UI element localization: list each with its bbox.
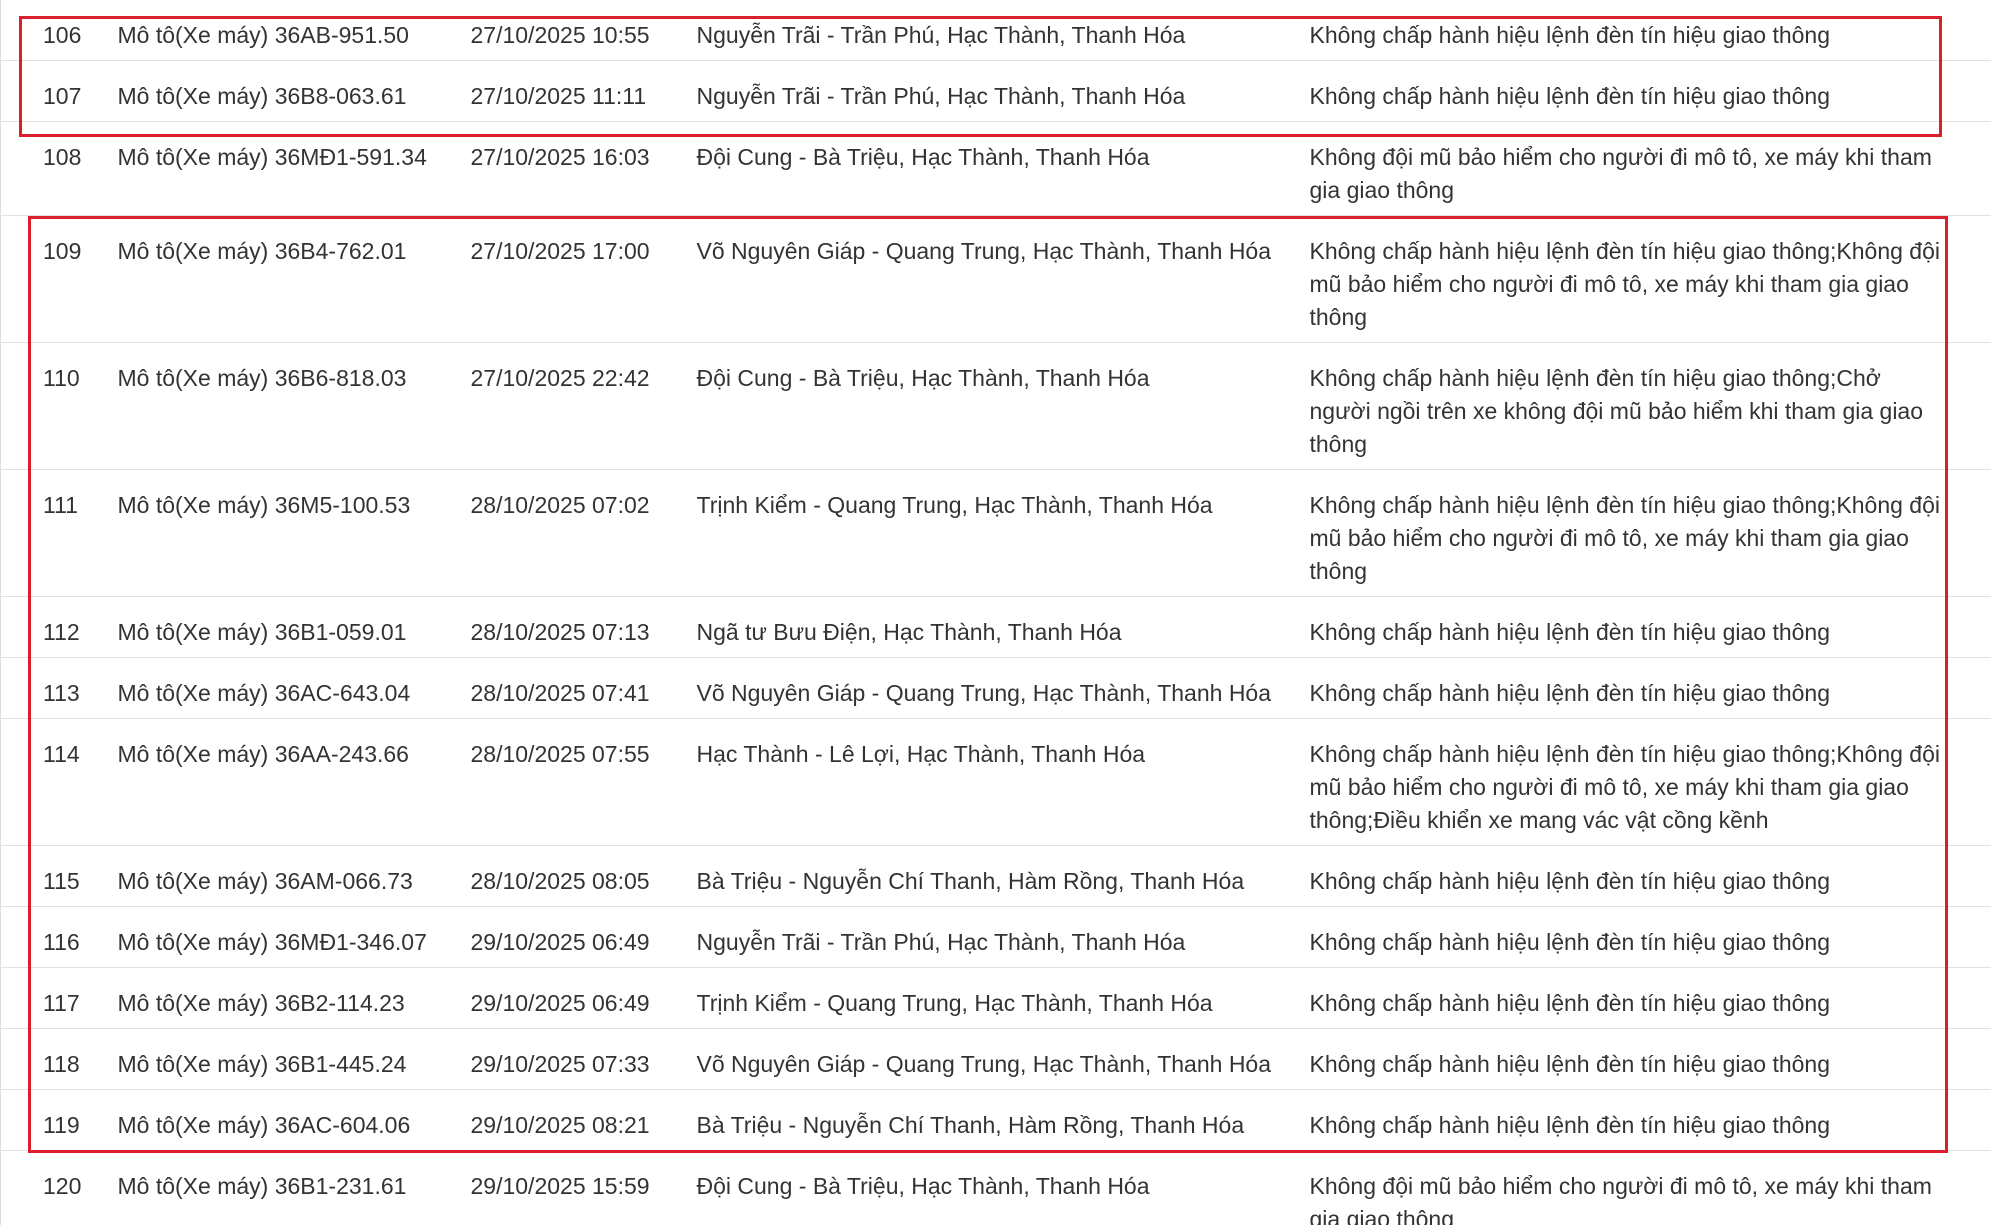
- vehicle: Mô tô(Xe máy) 36B2-114.23: [117, 967, 471, 1029]
- time: 28/10/2025 08:05: [470, 845, 697, 907]
- row-number: 109: [0, 215, 118, 343]
- time: 27/10/2025 16:03: [470, 121, 697, 216]
- row-number: 116: [0, 906, 118, 968]
- location: Trịnh Kiểm - Quang Trung, Hạc Thành, Tha…: [696, 967, 1310, 1029]
- row-number: 110: [0, 342, 118, 470]
- table-row: 112 Mô tô(Xe máy) 36B1-059.01 28/10/2025 0…: [0, 596, 1991, 658]
- location: Nguyễn Trãi - Trần Phú, Hạc Thành, Thanh…: [696, 0, 1310, 61]
- time: 28/10/2025 07:02: [470, 469, 697, 597]
- violation: Không chấp hành hiệu lệnh đèn tín hiệu g…: [1309, 718, 1991, 846]
- vehicle: Mô tô(Xe máy) 36MĐ1-346.07: [117, 906, 471, 968]
- location: Nguyễn Trãi - Trần Phú, Hạc Thành, Thanh…: [696, 906, 1310, 968]
- time: 27/10/2025 22:42: [470, 342, 697, 470]
- row-number: 120: [0, 1150, 118, 1225]
- table-row: 110 Mô tô(Xe máy) 36B6-818.03 27/10/2025 2…: [0, 342, 1991, 470]
- location: Bà Triệu - Nguyễn Chí Thanh, Hàm Rồng, T…: [696, 845, 1310, 907]
- table-row: 114 Mô tô(Xe máy) 36AA-243.66 28/10/2025 0…: [0, 718, 1991, 846]
- location: Ngã tư Bưu Điện, Hạc Thành, Thanh Hóa: [696, 596, 1310, 658]
- table-row: 115 Mô tô(Xe máy) 36AM-066.73 28/10/2025 0…: [0, 845, 1991, 907]
- violation: Không chấp hành hiệu lệnh đèn tín hiệu g…: [1309, 0, 1991, 61]
- violation: Không chấp hành hiệu lệnh đèn tín hiệu g…: [1309, 342, 1991, 470]
- vehicle: Mô tô(Xe máy) 36AC-604.06: [117, 1089, 471, 1151]
- table-row: 108 Mô tô(Xe máy) 36MĐ1-591.34 27/10/2025 …: [0, 121, 1991, 216]
- violation: Không chấp hành hiệu lệnh đèn tín hiệu g…: [1309, 1028, 1991, 1090]
- vehicle: Mô tô(Xe máy) 36B6-818.03: [117, 342, 471, 470]
- violation: Không chấp hành hiệu lệnh đèn tín hiệu g…: [1309, 60, 1991, 122]
- table-row: 116 Mô tô(Xe máy) 36MĐ1-346.07 29/10/2025 …: [0, 906, 1991, 968]
- time: 29/10/2025 07:33: [470, 1028, 697, 1090]
- vehicle: Mô tô(Xe máy) 36AB-951.50: [117, 0, 471, 61]
- violation: Không chấp hành hiệu lệnh đèn tín hiệu g…: [1309, 469, 1991, 597]
- time: 27/10/2025 10:55: [470, 0, 697, 61]
- location: Võ Nguyên Giáp - Quang Trung, Hạc Thành,…: [696, 1028, 1310, 1090]
- location: Bà Triệu - Nguyễn Chí Thanh, Hàm Rồng, T…: [696, 1089, 1310, 1151]
- table-row: 111 Mô tô(Xe máy) 36M5-100.53 28/10/2025 0…: [0, 469, 1991, 597]
- violation: Không chấp hành hiệu lệnh đèn tín hiệu g…: [1309, 845, 1991, 907]
- vehicle: Mô tô(Xe máy) 36AA-243.66: [117, 718, 471, 846]
- table-row: 117 Mô tô(Xe máy) 36B2-114.23 29/10/2025 0…: [0, 967, 1991, 1029]
- time: 29/10/2025 15:59: [470, 1150, 697, 1225]
- violation: Không chấp hành hiệu lệnh đèn tín hiệu g…: [1309, 1089, 1991, 1151]
- violation: Không chấp hành hiệu lệnh đèn tín hiệu g…: [1309, 215, 1991, 343]
- table-row: 118 Mô tô(Xe máy) 36B1-445.24 29/10/2025 0…: [0, 1028, 1991, 1090]
- violation: Không đội mũ bảo hiểm cho người đi mô tô…: [1309, 121, 1991, 216]
- row-number: 118: [0, 1028, 118, 1090]
- row-number: 114: [0, 718, 118, 846]
- vehicle: Mô tô(Xe máy) 36B8-063.61: [117, 60, 471, 122]
- table-row: 106 Mô tô(Xe máy) 36AB-951.50 27/10/2025 1…: [0, 0, 1991, 61]
- table-row: 113 Mô tô(Xe máy) 36AC-643.04 28/10/2025 0…: [0, 657, 1991, 719]
- vehicle: Mô tô(Xe máy) 36B4-762.01: [117, 215, 471, 343]
- time: 27/10/2025 17:00: [470, 215, 697, 343]
- row-number: 115: [0, 845, 118, 907]
- table-row: 109 Mô tô(Xe máy) 36B4-762.01 27/10/2025 1…: [0, 215, 1991, 343]
- violation: Không chấp hành hiệu lệnh đèn tín hiệu g…: [1309, 906, 1991, 968]
- table-row: 107 Mô tô(Xe máy) 36B8-063.61 27/10/2025 1…: [0, 60, 1991, 122]
- table-row: 120 Mô tô(Xe máy) 36B1-231.61 29/10/2025 1…: [0, 1150, 1991, 1225]
- vehicle: Mô tô(Xe máy) 36B1-445.24: [117, 1028, 471, 1090]
- violation: Không chấp hành hiệu lệnh đèn tín hiệu g…: [1309, 967, 1991, 1029]
- table-row: 119 Mô tô(Xe máy) 36AC-604.06 29/10/2025 0…: [0, 1089, 1991, 1151]
- vehicle: Mô tô(Xe máy) 36M5-100.53: [117, 469, 471, 597]
- highlight-box: [28, 215, 1948, 1153]
- location: Võ Nguyên Giáp - Quang Trung, Hạc Thành,…: [696, 215, 1310, 343]
- vehicle: Mô tô(Xe máy) 36B1-231.61: [117, 1150, 471, 1225]
- row-number: 112: [0, 596, 118, 658]
- highlight-box: [19, 16, 1942, 137]
- row-number: 117: [0, 967, 118, 1029]
- vehicle: Mô tô(Xe máy) 36AC-643.04: [117, 657, 471, 719]
- violation: Không chấp hành hiệu lệnh đèn tín hiệu g…: [1309, 657, 1991, 719]
- violation: Không chấp hành hiệu lệnh đèn tín hiệu g…: [1309, 596, 1991, 658]
- location: Đội Cung - Bà Triệu, Hạc Thành, Thanh Hó…: [696, 1150, 1310, 1225]
- vehicle: Mô tô(Xe máy) 36MĐ1-591.34: [117, 121, 471, 216]
- row-number: 111: [0, 469, 118, 597]
- time: 27/10/2025 11:11: [470, 60, 697, 122]
- location: Trịnh Kiểm - Quang Trung, Hạc Thành, Tha…: [696, 469, 1310, 597]
- location: Võ Nguyên Giáp - Quang Trung, Hạc Thành,…: [696, 657, 1310, 719]
- time: 28/10/2025 07:41: [470, 657, 697, 719]
- time: 28/10/2025 07:55: [470, 718, 697, 846]
- time: 29/10/2025 06:49: [470, 906, 697, 968]
- row-number: 108: [0, 121, 118, 216]
- location: Nguyễn Trãi - Trần Phú, Hạc Thành, Thanh…: [696, 60, 1310, 122]
- vehicle: Mô tô(Xe máy) 36B1-059.01: [117, 596, 471, 658]
- time: 28/10/2025 07:13: [470, 596, 697, 658]
- location: Hạc Thành - Lê Lợi, Hạc Thành, Thanh Hóa: [696, 718, 1310, 846]
- row-number: 113: [0, 657, 118, 719]
- vehicle: Mô tô(Xe máy) 36AM-066.73: [117, 845, 471, 907]
- location: Đội Cung - Bà Triệu, Hạc Thành, Thanh Hó…: [696, 342, 1310, 470]
- time: 29/10/2025 06:49: [470, 967, 697, 1029]
- violation: Không đội mũ bảo hiểm cho người đi mô tô…: [1309, 1150, 1991, 1225]
- location: Đội Cung - Bà Triệu, Hạc Thành, Thanh Hó…: [696, 121, 1310, 216]
